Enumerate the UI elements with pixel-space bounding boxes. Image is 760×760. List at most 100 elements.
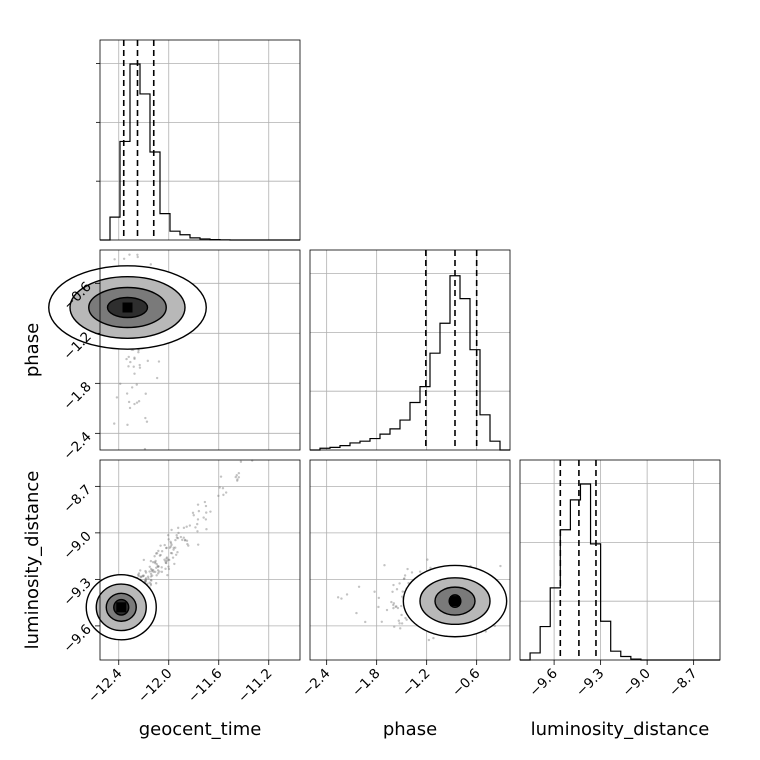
panel-geocent-time-vs-luminosity-distance-point [143,579,147,583]
panel-phase-vs-luminosity-distance-contour-2 [419,577,491,626]
panel-geocent-time-vs-luminosity-distance-point [169,541,173,545]
panel-geocent-time-vs-phase-point [113,258,116,261]
panel-geocent-time-vs-luminosity-distance-point [219,475,223,478]
panel-geocent-time-vs-luminosity-distance-point [149,572,153,575]
panel-geocent-time-vs-phase-point [136,255,139,259]
x-title-luminosity-distance: luminosity_distance [531,719,710,740]
hist-phase-bars [310,275,510,451]
panel-geocent-time-vs-phase-point [115,396,119,399]
panel-geocent-time-vs-phase-contour-0 [106,296,149,319]
panel-phase-vs-luminosity-distance-point [396,606,400,610]
panel-geocent-time-vs-luminosity-distance-point [175,536,179,539]
panel-phase-vs-luminosity-distance-point [392,603,395,607]
panel-geocent-time-vs-luminosity-distance-point [158,570,161,573]
panel-geocent-time-vs-luminosity-distance-point [159,553,162,557]
panel-geocent-time-vs-phase-point [135,383,138,386]
panel-phase-vs-luminosity-distance-point [397,619,401,622]
panel-geocent-time-vs-luminosity-distance-point [144,580,148,583]
panel-geocent-time-vs-luminosity-distance-point [165,561,168,565]
panel-geocent-time-vs-luminosity-distance-point [218,486,221,489]
frame-layer [95,39,721,665]
panel-phase-vs-luminosity-distance-point [398,622,401,625]
panel-geocent-time-vs-luminosity-distance-point [196,518,200,521]
panel-geocent-time-vs-luminosity-distance-point [204,518,208,521]
panel-geocent-time-vs-luminosity-distance-point [137,574,141,578]
panel-geocent-time-vs-luminosity-distance-point [196,522,199,526]
panel-phase-vs-luminosity-distance-point [392,583,395,587]
panel-geocent-time-vs-luminosity-distance-point [169,551,173,555]
x-title-geocent-time: geocent_time [139,719,262,740]
panel-phase-hist [309,249,511,451]
panel-geocent-time-vs-luminosity-distance-point [237,471,241,475]
panel-geocent-time-vs-phase-point [135,401,139,404]
panel-phase-vs-luminosity-distance-point [391,590,394,593]
panel-geocent-time-vs-phase-point [128,406,132,410]
panel-geocent-time-vs-luminosity-distance-point [203,500,207,504]
panel-geocent-time-vs-phase-point [136,253,139,256]
panel-geocent-time-vs-luminosity-distance-point [146,575,150,578]
panel-phase-vs-luminosity-distance-point [345,593,349,596]
panel-geocent-time-vs-luminosity-distance-point [155,574,158,577]
panel-phase-vs-luminosity-distance-point [403,574,407,577]
panel-geocent-time-vs-luminosity-distance-point [179,535,183,539]
panel-geocent-time-vs-luminosity-distance-point [156,569,160,572]
panel-phase-vs-luminosity-distance-point [355,611,358,615]
panel-geocent-time-vs-luminosity-distance-point [154,552,158,555]
panel-geocent-time-vs-luminosity-distance-point [166,533,170,537]
panel-geocent-time-vs-luminosity-distance-contour-1 [105,592,137,622]
panel-geocent-time-vs-phase-point [146,359,149,363]
panel-geocent-time-vs-luminosity-distance-point [136,573,140,576]
panel-geocent-time-vs-phase-point [133,356,136,359]
panel-geocent-time-vs-phase-point [127,400,131,404]
panel-geocent-time-vs-phase-point [133,357,136,361]
panel-geocent-time-vs-luminosity-distance-point [165,546,168,550]
y-title-luminosity-distance: luminosity_distance [22,471,43,650]
panel-geocent-time-vs-luminosity-distance-point [172,546,175,549]
panel-phase-vs-luminosity-distance-point [392,606,395,610]
panel-geocent-time-vs-phase-contour-1 [88,286,167,329]
panel-phase-vs-luminosity-distance [309,459,511,661]
panel-geocent-time-vs-phase-point [137,400,141,403]
panel-geocent-time-vs-luminosity-distance-point [150,579,153,582]
panel-phase-vs-luminosity-distance-point [357,585,361,588]
panel-geocent-time-vs-phase-point [127,365,130,368]
panel-geocent-time-vs-phase-point [128,253,131,256]
panel-phase-vs-luminosity-distance-point [377,596,381,600]
panel-geocent-time-vs-luminosity-distance-point [165,546,168,549]
panel-geocent-time-vs-phase-contour-3 [48,265,207,350]
panel-geocent-time-vs-luminosity-distance-point [144,569,147,573]
panel-geocent-time-vs-phase-point [133,402,136,406]
panel-phase-vs-luminosity-distance-point [383,564,386,567]
panel-geocent-time-vs-luminosity-distance-point [159,544,162,547]
panel-geocent-time-vs-luminosity-distance-peak [116,602,127,613]
panel-geocent-time-vs-luminosity-distance-point [187,544,190,547]
panel-phase-vs-luminosity-distance-point [390,600,393,604]
panel-geocent-time-vs-luminosity-distance-point [142,558,146,562]
panel-phase-vs-luminosity-distance-point [373,590,376,593]
panel-geocent-time-vs-phase [99,249,301,451]
panel-geocent-time-vs-luminosity-distance-point [176,550,179,554]
panel-geocent-time-vs-luminosity-distance-point [170,543,173,547]
panel-geocent-time-vs-luminosity-distance-point [173,562,176,566]
panel-geocent-time-vs-luminosity-distance-point [155,563,159,566]
panel-geocent-time-vs-luminosity-distance-point [174,538,177,542]
panel-geocent-time-vs-luminosity-distance-point [149,567,153,571]
panel-geocent-time-vs-luminosity-distance-point [174,553,178,556]
panel-geocent-time-vs-phase-point [129,360,132,364]
panel-geocent-time-vs-phase-point [155,376,159,380]
panel-phase-vs-luminosity-distance-point [493,624,496,628]
panel-phase-vs-luminosity-distance-point [402,577,406,581]
panel-geocent-time-vs-phase-point [137,351,140,354]
panel-geocent-time-vs-luminosity-distance-point [160,570,164,574]
panel-geocent-time-vs-luminosity-distance-point [196,543,200,546]
panel-phase-vs-luminosity-distance-point [385,608,389,612]
panel-phase-vs-luminosity-distance-point [426,558,429,561]
panel-phase-vs-luminosity-distance-point [432,636,435,640]
panel-geocent-time-vs-luminosity-distance-point [141,574,145,577]
panel-geocent-time-vs-luminosity-distance-contour-3 [85,574,157,641]
panel-geocent-time-vs-luminosity-distance-point [163,543,166,547]
panel-geocent-time-vs-luminosity-distance-point [149,559,153,563]
panel-phase-vs-luminosity-distance-point [418,570,422,573]
panel-geocent-time-vs-phase-point [122,257,126,260]
panel-geocent-time-vs-luminosity-distance-point [165,559,169,563]
